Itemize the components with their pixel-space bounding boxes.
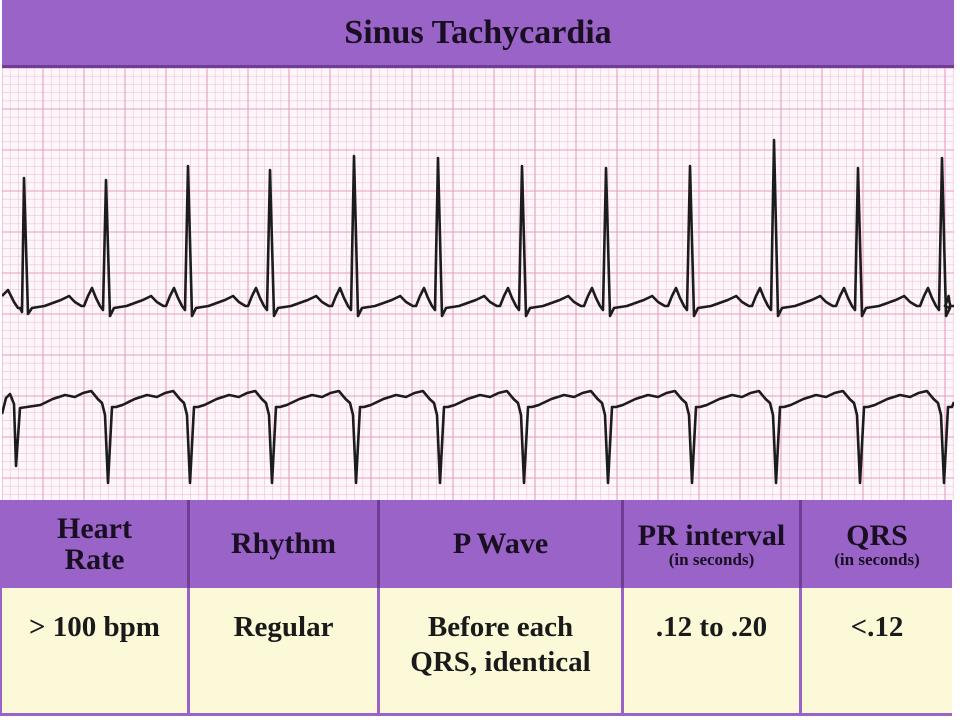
value-text: <.12: [851, 610, 904, 645]
header-label-line: QRS: [846, 518, 908, 552]
slide-title: Sinus Tachycardia: [344, 13, 612, 51]
value-qrs: <.12: [802, 588, 952, 716]
value-line: QRS, identical: [410, 645, 591, 678]
header-unit-note: (in seconds): [668, 550, 755, 570]
header-label-line: Rate: [64, 543, 125, 576]
value-line: Regular: [233, 611, 334, 643]
value-text: Regular: [234, 610, 334, 645]
header-heart-rate: Heart Rate: [2, 500, 190, 588]
slide-title-bar: Sinus Tachycardia: [2, 0, 954, 68]
ecg-strip: [2, 68, 954, 500]
header-qrs: QRS (in seconds): [802, 500, 952, 588]
criteria-table: Heart Rate Rhythm P Wave PR interval (in seco…: [2, 500, 952, 716]
ecg-grid-major: [2, 68, 954, 500]
ecg-trace-lead-2: [2, 389, 954, 485]
ecg-paper-background: [2, 68, 954, 500]
header-pr-interval: PR interval (in seconds): [624, 500, 802, 588]
header-p-wave: P Wave: [380, 500, 624, 588]
header-label-line: Heart: [57, 511, 132, 545]
value-text: > 100 bpm: [29, 610, 160, 645]
value-rhythm: Regular: [190, 588, 380, 716]
value-line: .12 to .20: [655, 611, 768, 643]
ecg-trace-lead-1: [2, 138, 954, 318]
value-line: Before each: [427, 611, 574, 643]
header-label-line: PR interval: [637, 518, 786, 552]
header-rhythm: Rhythm: [190, 500, 380, 588]
header-unit-note: (in seconds): [834, 550, 920, 570]
header-label-line: Rhythm: [230, 527, 336, 561]
value-pr-interval: .12 to .20: [624, 588, 802, 716]
value-text: .12 to .20: [656, 610, 767, 645]
table-left-edge: [0, 500, 2, 716]
ecg-grid-minor: [2, 68, 954, 500]
value-text: Before each QRS, identical: [410, 610, 590, 680]
value-heart-rate: > 100 bpm: [2, 588, 190, 716]
value-p-wave: Before each QRS, identical: [380, 588, 624, 716]
header-label-line: P Wave: [452, 527, 549, 561]
value-line: <.12: [850, 611, 904, 643]
ecg-graph-paper: [2, 68, 954, 500]
value-line: > 100 bpm: [29, 611, 160, 643]
